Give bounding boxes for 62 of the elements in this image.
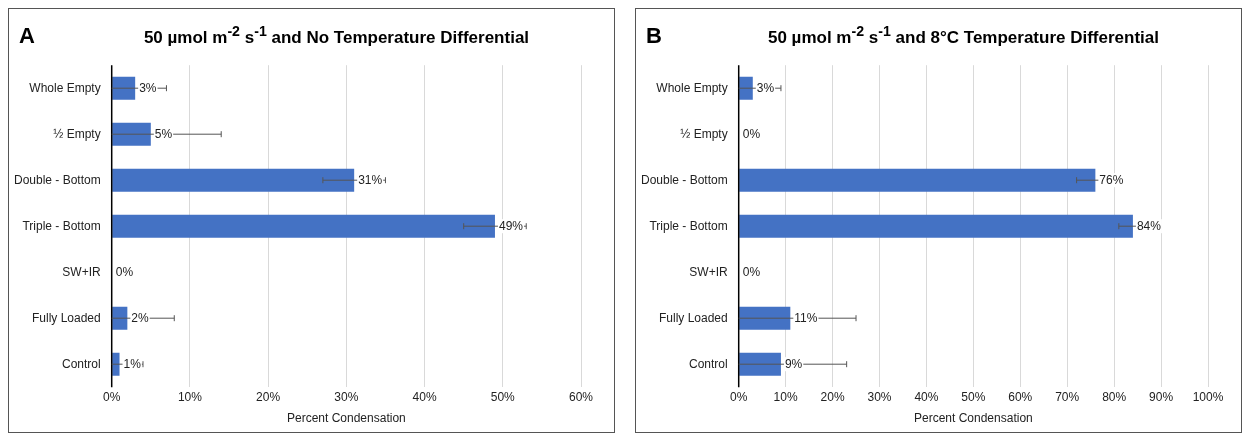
y-tick-label: Whole Empty [29,80,101,95]
x-tick-label: 0% [730,389,748,404]
x-tick-label: 70% [1055,389,1080,404]
bar [739,352,781,376]
x-tick-label: 20% [256,389,281,404]
x-axis-title: Percent Condensation [913,411,1033,426]
y-tick-label: Control [62,356,101,371]
text: A [19,23,35,49]
y-tick-label: Double - Bottom [13,172,101,187]
x-tick-label: 60% [1008,389,1033,404]
data-label: 11% [794,310,818,325]
x-tick-label: 60% [568,389,594,404]
y-tick-label: Triple - Bottom [649,218,728,233]
bar [112,352,120,376]
y-tick-label: Double - Bottom [640,172,728,187]
y-tick-label: ½ Empty [53,126,101,141]
x-tick-label: 80% [1102,389,1127,404]
y-tick-label: Fully Loaded [31,310,101,325]
data-label: 2% [131,310,150,325]
text: B [646,23,662,49]
data-label: 31% [358,172,383,187]
x-tick-label: 20% [820,389,845,404]
bar [112,306,128,330]
x-axis-title: Percent Condensation [286,411,406,426]
x-tick-label: 40% [914,389,939,404]
bar [739,306,791,330]
bar [112,168,355,192]
y-tick-label: Whole Empty [656,80,728,95]
x-tick-label: 50% [961,389,986,404]
y-tick-label: Fully Loaded [658,310,728,325]
data-label: 5% [154,126,173,141]
bar [739,76,753,100]
y-tick-label: ½ Empty [680,126,728,141]
bar [112,122,151,146]
data-label: 1% [123,356,142,371]
y-tick-label: Control [689,356,728,371]
chart-title: 50 µmol m$^{-2}$ s$^{-1}$ and No Temperature Differential [142,23,531,48]
data-label: 0% [115,264,134,279]
data-label: 84% [1136,218,1162,233]
data-label: 3% [139,80,157,95]
x-tick-label: 0% [103,389,121,404]
x-tick-label: 30% [334,389,359,404]
bar [739,214,1133,238]
data-label: 9% [784,356,803,371]
data-label: 49% [498,218,524,233]
data-label: 76% [1099,172,1124,187]
data-label: 3% [756,80,775,95]
x-tick-label: 10% [773,389,798,404]
y-tick-label: SW+IR [689,264,729,279]
x-tick-label: 90% [1149,389,1174,404]
data-label: 0% [742,126,761,141]
chart-title: 50 µmol m$^{-2}$ s$^{-1}$ and 8°C Temperature Differential [766,23,1160,48]
x-tick-label: 50% [490,389,516,404]
x-tick-label: 10% [177,389,203,404]
data-label: 0% [742,264,761,279]
x-tick-label: 40% [412,389,437,404]
bar [112,76,136,100]
bar [112,214,495,238]
y-tick-label: SW+IR [62,264,102,279]
x-tick-label: 30% [867,389,892,404]
y-tick-label: Triple - Bottom [22,218,101,233]
x-tick-label: 100% [1192,389,1224,404]
